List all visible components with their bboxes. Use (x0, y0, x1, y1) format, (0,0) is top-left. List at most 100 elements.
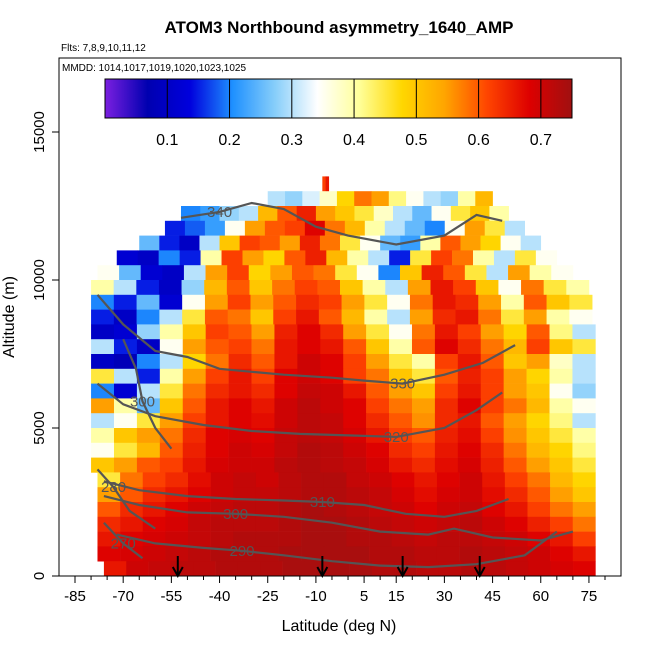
heatmap-cell (188, 516, 211, 532)
heatmap-cell (273, 294, 297, 310)
heatmap-cell (457, 457, 482, 473)
heatmap-cell (389, 339, 413, 355)
heatmap-cell (320, 413, 344, 429)
heatmap-cell (204, 280, 228, 296)
heatmap-cell (91, 368, 115, 384)
heatmap-cell (228, 442, 252, 458)
heatmap-cell (475, 280, 499, 296)
heatmap-cell (255, 487, 279, 503)
heatmap-cell (550, 487, 574, 503)
heatmap-cell (459, 516, 483, 532)
heatmap-cell (572, 516, 596, 532)
heatmap-cell (459, 531, 483, 547)
heatmap-cell (480, 324, 504, 340)
heatmap-cell (550, 472, 574, 488)
heatmap-cell (457, 383, 482, 399)
contour-line (122, 338, 173, 450)
heatmap-cell (523, 309, 547, 325)
heatmap-cell (480, 442, 504, 458)
heatmap-cell (388, 191, 407, 207)
heatmap-cell (188, 487, 211, 503)
heatmap-cell (503, 354, 527, 370)
heatmap-cell (457, 368, 482, 384)
heatmap-cell (320, 354, 344, 370)
contour-label: 300 (130, 393, 155, 410)
heatmap-cell (527, 502, 551, 518)
contour-line (96, 294, 516, 385)
heatmap-cell (436, 531, 460, 547)
heatmap-cell (464, 220, 486, 236)
heatmap-cell (263, 250, 285, 266)
heatmap-cell (205, 413, 229, 429)
heatmap-cell (464, 265, 487, 281)
heatmap-cell (483, 561, 507, 577)
heatmap-cell (274, 428, 298, 444)
heatmap-cell (103, 561, 127, 577)
heatmap-cell (97, 546, 121, 562)
heatmap-cell (526, 354, 550, 370)
heatmap-cell (409, 294, 434, 310)
heatmap-cell (341, 294, 365, 310)
heatmap-cell (193, 561, 216, 577)
heatmap-cell (179, 235, 200, 251)
heatmap-cell (284, 250, 306, 266)
heatmap-cell (438, 561, 462, 577)
heatmap-cell (421, 265, 444, 281)
heatmap-cell (215, 561, 239, 577)
heatmap-cell (204, 220, 226, 236)
heatmap-cell (274, 368, 298, 384)
heatmap-cell (369, 487, 392, 503)
heatmap-cell (136, 368, 161, 384)
heatmap-cell (205, 442, 229, 458)
heatmap-cell (523, 294, 547, 310)
heatmap-cell (347, 250, 369, 266)
heatmap-cell (322, 176, 326, 192)
heatmap-cell (543, 280, 567, 296)
heatmap-cell (136, 442, 161, 458)
heatmap-cell (274, 413, 298, 429)
heatmap-cell (301, 472, 325, 488)
heatmap-cell (159, 309, 183, 325)
heatmap-cell (210, 516, 234, 532)
heatmap-cell (457, 324, 482, 340)
heatmap-cell (459, 472, 483, 488)
heatmap-cell (366, 442, 390, 458)
heatmap-cell (343, 383, 367, 399)
heatmap-cell (188, 531, 211, 547)
heatmap-cell (424, 220, 446, 236)
y-axis-label: Altitude (m) (1, 276, 18, 358)
heatmap-cell (423, 191, 441, 207)
heatmap-cell (182, 457, 206, 473)
colorbar: 0.1 0.2 0.3 0.4 0.5 0.6 0.7 (104, 78, 573, 149)
heatmap-cell (459, 487, 483, 503)
heatmap-cell (411, 324, 436, 340)
heatmap-cell (159, 428, 184, 444)
heatmap-cell (327, 561, 350, 577)
heatmap-cell (91, 457, 115, 473)
heatmap-cell (504, 502, 528, 518)
heatmap-cell (526, 383, 550, 399)
contour-label: 310 (310, 494, 335, 511)
heatmap-cell (259, 235, 281, 251)
heatmap-cell (228, 354, 252, 370)
heatmap-cell (478, 309, 502, 325)
heatmap-cell (182, 398, 206, 414)
heatmap-cell (434, 398, 459, 414)
heatmap-cell (455, 294, 479, 310)
heatmap-cell (346, 531, 370, 547)
contour-lines: 340 330 320 310 300 290 280 270 300 (96, 201, 574, 569)
heatmap-cell (526, 398, 550, 414)
heatmap-cell (116, 250, 139, 266)
heatmap-cell (430, 280, 454, 296)
heatmap-cell (113, 368, 138, 384)
heatmap-cell (274, 354, 298, 370)
heatmap-cell (204, 294, 229, 310)
heatmap-cell (248, 265, 271, 281)
heatmap-cell (142, 472, 166, 488)
heatmap-cell (506, 561, 529, 577)
heatmap-cell (432, 309, 456, 325)
heatmap-cell (165, 546, 189, 562)
x-tick-label: -40 (209, 588, 231, 605)
heatmap-cell (181, 280, 205, 296)
heatmap-cell (550, 546, 574, 562)
